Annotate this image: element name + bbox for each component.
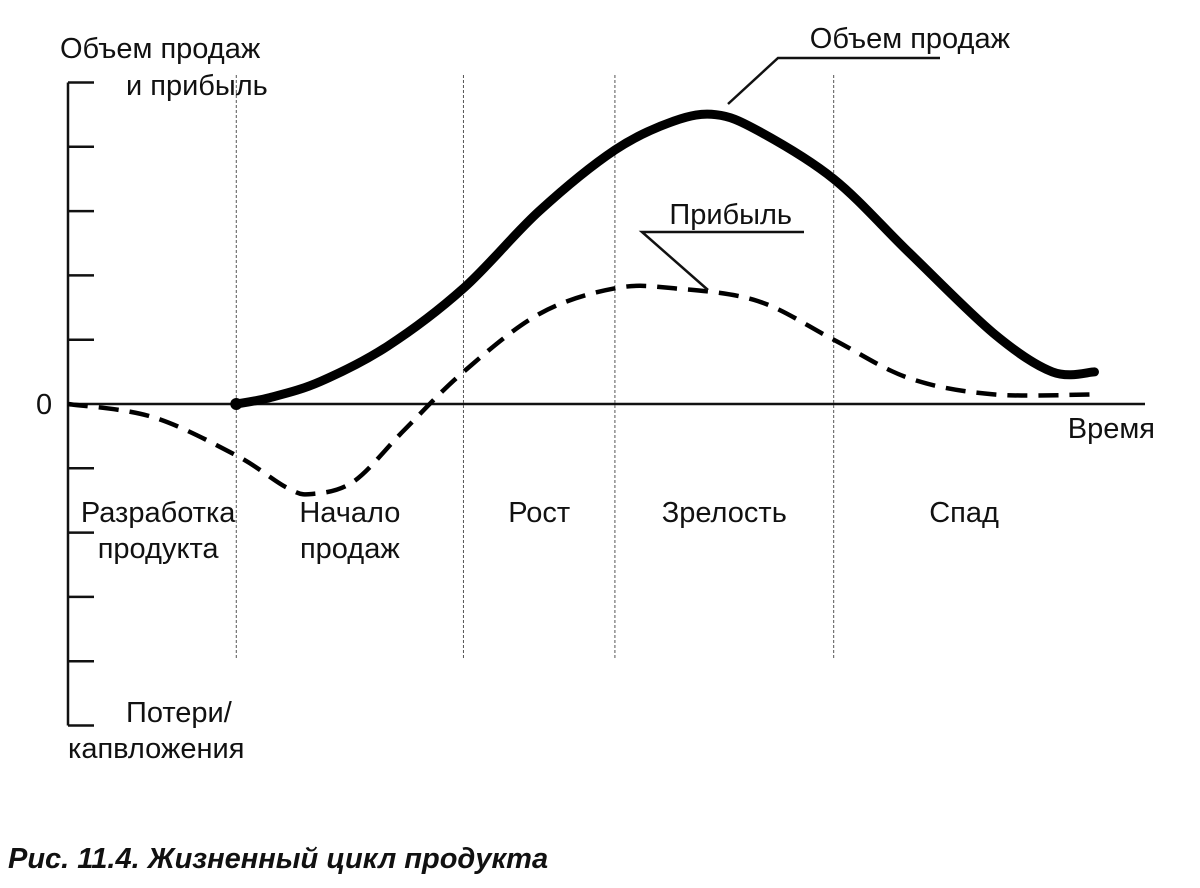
figure-caption: Рис. 11.4. Жизненный цикл продукта	[8, 843, 548, 875]
profit-series-line	[67, 283, 1095, 497]
annotation-profit-leader	[638, 230, 804, 291]
stage-label: продукта	[98, 533, 220, 565]
stage-boundaries-group	[235, 75, 835, 660]
stage-label: продаж	[300, 533, 400, 565]
annotation-profit: Прибыль	[669, 199, 792, 231]
annotation-sales-leader	[727, 56, 940, 105]
labels-group: Объем продаж и прибыль Потери/капвложения 0…	[36, 33, 1155, 765]
annotation-sales: Объем продаж	[810, 23, 1011, 55]
y-axis-bottom-label-line-2: капвложения	[68, 733, 244, 765]
stage-label: Рост	[508, 497, 570, 529]
axes-group	[66, 81, 1145, 727]
annotations-group: Объем продаж Прибыль	[638, 23, 1011, 291]
stage-label: Зрелость	[662, 497, 787, 529]
stage-label: Спад	[929, 497, 999, 529]
sales-series-line	[231, 109, 1099, 409]
series-group	[67, 109, 1099, 497]
stage-label: Разработка	[81, 497, 236, 529]
stage-label: Начало	[299, 497, 400, 529]
y-axis-label-line-2: и прибыль	[126, 70, 268, 102]
zero-label: 0	[36, 389, 52, 421]
x-axis-label: Время	[1068, 413, 1155, 445]
y-axis-bottom-label-line-1: Потери/	[126, 697, 233, 729]
y-axis-label-line-1: Объем продаж	[60, 33, 261, 65]
sales-start-point	[230, 398, 243, 410]
